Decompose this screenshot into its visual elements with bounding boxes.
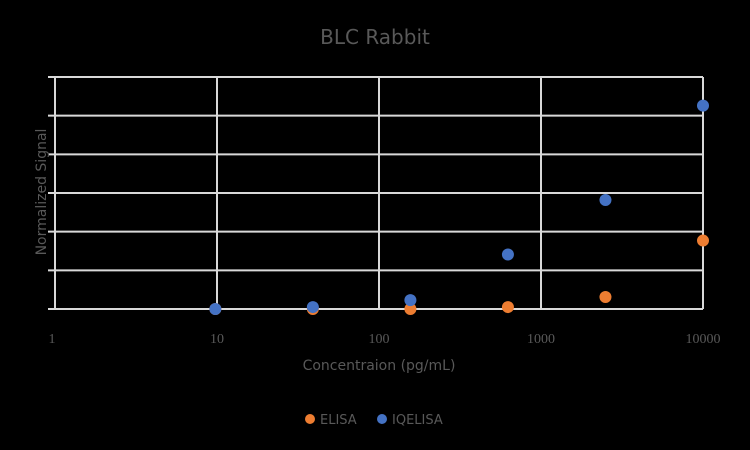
y-axis-title: Normalized Signal: [34, 129, 50, 256]
legend-item-elisa: ELISA: [305, 413, 357, 428]
x-tick-label: 10000: [686, 332, 721, 347]
legend-item-iqelisa: IQELISA: [377, 413, 443, 428]
x-tick-label: 100: [369, 332, 390, 347]
data-points: [209, 99, 709, 315]
x-tick-label: 10: [210, 332, 224, 347]
legend-label: IQELISA: [392, 413, 443, 428]
legend-marker-icon: [305, 414, 315, 424]
x-axis-tick-labels: 1 10 100 1000 10000: [49, 332, 721, 347]
x-axis-title: Concentraion (pg/mL): [303, 358, 456, 374]
data-point: [599, 291, 612, 304]
data-point: [404, 303, 417, 315]
series-iqelisa: [209, 99, 709, 315]
chart-title: BLC Rabbit: [320, 25, 430, 49]
gridlines: [48, 76, 704, 310]
data-point: [306, 301, 319, 314]
data-point: [501, 248, 514, 261]
x-tick-label: 1000: [527, 332, 555, 347]
x-tick-label: 1: [49, 332, 56, 347]
legend-marker-icon: [377, 414, 387, 424]
data-point: [697, 234, 709, 247]
data-point: [697, 99, 709, 112]
data-point: [501, 301, 514, 314]
data-point: [599, 193, 612, 206]
data-point: [404, 294, 417, 307]
data-point: [209, 303, 222, 315]
legend-label: ELISA: [320, 413, 357, 428]
series-elisa: [209, 234, 709, 315]
legend: ELISA IQELISA: [305, 413, 443, 428]
